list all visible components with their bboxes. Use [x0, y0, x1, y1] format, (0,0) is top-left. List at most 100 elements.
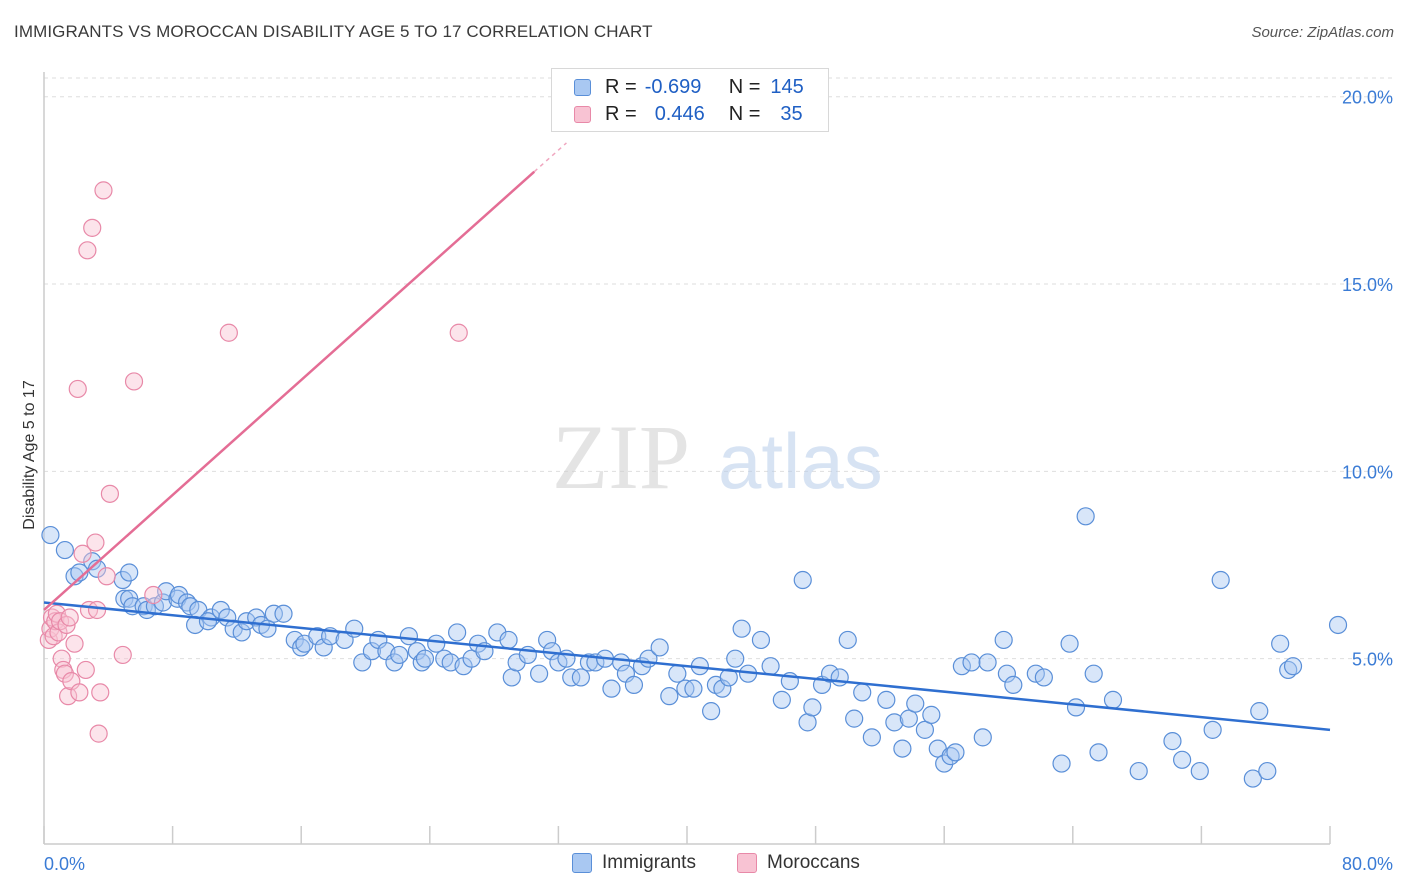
legend-label: Moroccans: [767, 852, 860, 873]
trend-lines: [43, 142, 1331, 732]
immigrants-point: [232, 623, 251, 642]
series-moroccans: [39, 181, 468, 743]
immigrants-point: [668, 664, 687, 683]
immigrants-point: [798, 713, 817, 732]
correlation-legend: R = -0.699 N = 145 R = 0.446 N = 35: [551, 68, 829, 132]
axes: [43, 72, 1331, 845]
moroccans-point: [83, 218, 102, 237]
n-label: N =: [728, 102, 761, 125]
immigrants-point: [899, 709, 918, 728]
immigrants-point: [1034, 668, 1053, 687]
r-label: R =: [605, 102, 637, 125]
source-label: Source: ZipAtlas.com: [1251, 24, 1394, 41]
moroccans-point: [68, 379, 87, 399]
immigrants-point: [885, 713, 904, 732]
immigrants-point: [399, 627, 419, 646]
immigrants-point: [803, 698, 822, 717]
immigrants-point: [55, 540, 74, 560]
immigrants-point: [973, 728, 992, 747]
immigrants-point: [41, 525, 60, 545]
moroccans-point: [89, 724, 108, 743]
immigrants-point: [211, 600, 230, 620]
immigrants-point: [952, 657, 971, 676]
n-value: 35: [780, 102, 803, 125]
moroccans-point: [94, 181, 113, 200]
immigrants-point: [1173, 750, 1192, 769]
immigrants-point: [713, 679, 732, 698]
immigrants-point: [962, 653, 981, 672]
moroccans-point: [76, 660, 95, 680]
moroccans-point: [144, 585, 163, 605]
immigrants-point: [702, 702, 721, 721]
moroccans-point: [113, 645, 132, 665]
immigrants-point: [314, 638, 333, 657]
immigrants-point: [415, 649, 435, 668]
immigrants-point: [997, 664, 1016, 683]
n-label: N =: [728, 75, 761, 98]
immigrants-point: [1271, 634, 1290, 653]
immigrants-point: [1089, 743, 1108, 762]
immigrants-point: [684, 679, 703, 698]
immigrants-point: [499, 630, 518, 650]
r-value: -0.699: [644, 75, 702, 98]
immigrants-point: [1103, 690, 1123, 709]
moroccans-point: [91, 683, 110, 702]
moroccans-swatch: [574, 105, 591, 123]
immigrants-point: [946, 743, 965, 762]
chart-title: IMMIGRANTS VS MOROCCAN DISABILITY AGE 5 …: [14, 22, 653, 41]
watermark: ZIP atlas: [552, 406, 883, 508]
immigrants-point: [838, 630, 857, 650]
immigrants-point: [922, 705, 941, 724]
immigrants-point: [70, 563, 89, 582]
immigrants-point: [853, 683, 872, 702]
immigrants-point: [650, 638, 669, 657]
moroccans-point: [87, 600, 107, 620]
watermark-atlas: atlas: [718, 417, 883, 505]
immigrants-point: [660, 687, 679, 706]
immigrants-swatch: [574, 78, 591, 96]
immigrants-point: [153, 593, 173, 612]
immigrants-point: [893, 739, 912, 758]
moroccans-point: [73, 544, 92, 563]
immigrants-point: [994, 630, 1013, 650]
immigrants-point: [732, 619, 751, 638]
moroccans-point: [97, 567, 116, 586]
immigrants-point: [362, 642, 382, 661]
legend-item-moroccans[interactable]: Moroccans: [737, 852, 860, 874]
immigrants-point: [1250, 702, 1269, 721]
immigrants-point: [427, 634, 446, 653]
y-axis-label: Disability Age 5 to 17: [21, 380, 38, 530]
immigrants-point: [1060, 634, 1079, 653]
n-value: 145: [770, 75, 804, 98]
immigrants-point: [726, 649, 745, 668]
immigrants-point: [285, 630, 304, 650]
legend-row-immigrants: R = -0.699 N = 145: [574, 75, 804, 99]
moroccans-trend-line: [43, 170, 536, 611]
y-tick-label: 10.0%: [1342, 462, 1393, 482]
legend-item-immigrants[interactable]: Immigrants: [572, 852, 696, 874]
immigrants-trend-line: [43, 601, 1331, 732]
series-immigrants: [41, 507, 1348, 788]
moroccans-point: [124, 372, 144, 391]
x-tick-label-max: 80.0%: [1342, 854, 1393, 874]
immigrants-point: [1129, 761, 1148, 781]
immigrants-point: [1052, 754, 1071, 773]
immigrants-point: [906, 694, 925, 713]
immigrants-point: [862, 728, 881, 747]
immigrants-point: [978, 653, 997, 672]
immigrants-point: [1211, 570, 1230, 590]
r-label: R =: [605, 75, 637, 98]
legend-row-moroccans: R = 0.446 N = 35: [574, 102, 803, 126]
immigrants-point: [719, 668, 738, 687]
immigrants-point: [562, 668, 581, 687]
immigrants-point: [602, 679, 621, 698]
immigrants-point: [1163, 732, 1182, 751]
immigrants-point: [1283, 657, 1303, 676]
moroccans-point: [52, 649, 71, 668]
immigrants-point: [571, 668, 591, 687]
watermark-zip: ZIP: [552, 406, 690, 508]
gridlines: [44, 77, 1394, 660]
immigrants-point: [1190, 761, 1209, 781]
immigrants-point: [1243, 769, 1262, 788]
